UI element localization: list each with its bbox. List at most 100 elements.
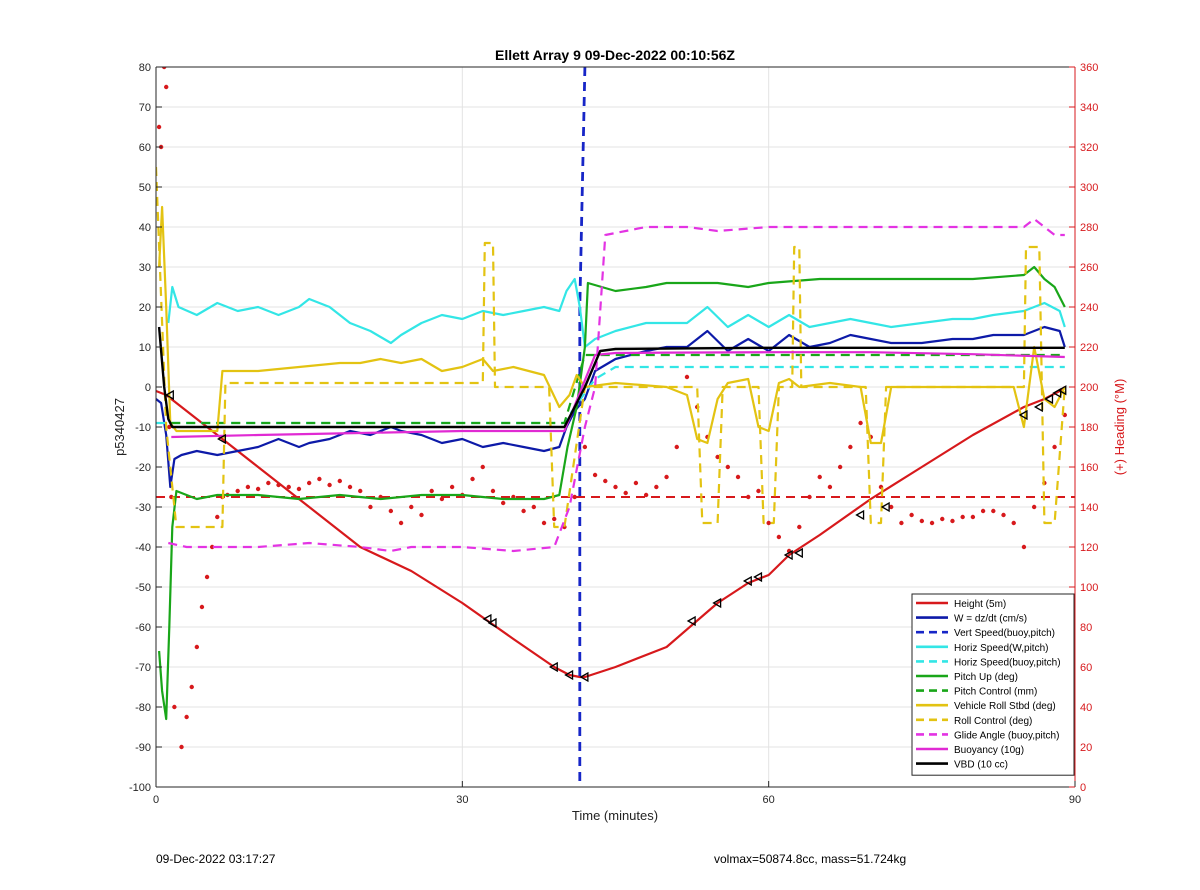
depth-marker bbox=[686, 615, 696, 627]
depth-marker bbox=[579, 671, 589, 683]
heading-point bbox=[592, 472, 598, 478]
axes-layer: 0 30 60 9080706050403020100-10-20-30-40-50-… bbox=[129, 62, 1098, 806]
x-tick-label: 0 bbox=[153, 794, 159, 806]
heading-point bbox=[388, 508, 394, 514]
depth-marker bbox=[164, 389, 174, 401]
heading-point bbox=[409, 504, 414, 510]
heading-point bbox=[654, 484, 659, 490]
y-tick-label-right: 0 bbox=[1080, 782, 1086, 794]
legend-label: Buoyancy (10g) bbox=[954, 745, 1024, 756]
heading-point bbox=[827, 484, 833, 490]
heading-point bbox=[582, 444, 588, 450]
legend-label: W = dz/dt (cm/s) bbox=[954, 614, 1027, 625]
heading-point bbox=[1031, 504, 1037, 510]
legend-label: Vehicle Roll Stbd (deg) bbox=[954, 701, 1056, 712]
depth-marker bbox=[793, 547, 803, 559]
heading-point bbox=[179, 744, 184, 750]
y-tick-label-right: 200 bbox=[1080, 382, 1098, 394]
series-line bbox=[158, 205, 1066, 445]
x-tick-label: 60 bbox=[763, 794, 775, 806]
depth-marker bbox=[1052, 387, 1062, 399]
heading-point bbox=[1011, 520, 1016, 526]
depth-marker bbox=[482, 613, 492, 625]
heading-point bbox=[889, 504, 894, 510]
heading-point bbox=[980, 508, 986, 514]
series-line bbox=[167, 277, 1066, 349]
heading-point bbox=[480, 464, 485, 470]
heading-point bbox=[164, 84, 169, 90]
heading-point bbox=[572, 494, 577, 500]
series-line bbox=[157, 326, 1065, 429]
legend-label: Pitch Up (deg) bbox=[954, 672, 1018, 683]
heading-point bbox=[541, 520, 547, 526]
y-tick-label-right: 320 bbox=[1080, 142, 1098, 154]
legend-label: Horiz Speed(W,pitch) bbox=[954, 643, 1048, 654]
y-tick-label-left: 40 bbox=[139, 222, 151, 234]
legend-label: Horiz Speed(buoy,pitch) bbox=[954, 657, 1061, 668]
x-axis-label: Time (minutes) bbox=[572, 808, 658, 823]
heading-point bbox=[490, 488, 496, 494]
heading-point bbox=[1001, 512, 1006, 518]
heading-point bbox=[358, 488, 363, 494]
y-tick-label-left: 10 bbox=[139, 342, 151, 354]
depth-marker bbox=[753, 571, 763, 583]
depth-marker bbox=[217, 433, 227, 445]
heading-point bbox=[756, 488, 761, 494]
y-tick-label-right: 260 bbox=[1080, 262, 1098, 274]
heading-point bbox=[266, 480, 271, 486]
heading-point bbox=[255, 486, 261, 492]
heading-point bbox=[950, 518, 955, 524]
y-axis-label-right: (+) Heading (°M) bbox=[1112, 379, 1127, 476]
heading-point bbox=[156, 124, 162, 130]
heading-point bbox=[603, 478, 608, 484]
y-tick-label-left: 60 bbox=[139, 142, 151, 154]
y-tick-label-left: -80 bbox=[135, 702, 151, 714]
heading-point bbox=[235, 488, 240, 494]
y-tick-label-right: 220 bbox=[1080, 342, 1098, 354]
heading-point bbox=[1052, 444, 1057, 450]
heading-point bbox=[613, 484, 618, 490]
depth-marker bbox=[1057, 385, 1067, 396]
y-tick-label-right: 100 bbox=[1080, 582, 1098, 594]
y-tick-label-left: -30 bbox=[135, 502, 151, 514]
heading-point bbox=[172, 704, 177, 710]
depth-marker bbox=[742, 575, 752, 587]
heading-point bbox=[245, 484, 251, 490]
heading-point bbox=[317, 476, 322, 482]
heading-point bbox=[899, 520, 904, 526]
heading-point bbox=[940, 516, 945, 522]
y-tick-label-right: 40 bbox=[1080, 702, 1092, 714]
depth-marker bbox=[564, 669, 574, 681]
heading-point bbox=[167, 424, 172, 430]
chart-title: Ellett Array 9 09-Dec-2022 00:10:56Z bbox=[495, 47, 735, 63]
series-line bbox=[158, 265, 1066, 721]
x-tick-label: 90 bbox=[1069, 794, 1081, 806]
heading-point bbox=[837, 464, 843, 470]
heading-point bbox=[204, 574, 210, 580]
y-tick-label-left: 20 bbox=[139, 302, 151, 314]
legend-label: Height (5m) bbox=[954, 599, 1006, 610]
y-tick-label-left: 0 bbox=[145, 382, 151, 394]
y-tick-label-right: 280 bbox=[1080, 222, 1098, 234]
y-tick-label-right: 160 bbox=[1080, 462, 1098, 474]
y-tick-label-left: 30 bbox=[139, 262, 151, 274]
heading-point bbox=[215, 514, 220, 520]
heading-point bbox=[715, 454, 720, 460]
y-tick-label-left: -50 bbox=[135, 582, 151, 594]
heading-point bbox=[643, 492, 649, 498]
depth-marker bbox=[1033, 401, 1043, 413]
series-line bbox=[171, 351, 1065, 439]
heading-point bbox=[531, 504, 537, 510]
heading-point bbox=[817, 474, 822, 480]
heading-point bbox=[500, 500, 506, 506]
heading-point bbox=[919, 518, 925, 524]
heading-point bbox=[184, 714, 189, 720]
heading-point bbox=[398, 520, 404, 526]
heading-point bbox=[725, 464, 731, 470]
footer-vehicle-info: volmax=50874.8cc, mass=51.724kg bbox=[714, 852, 907, 866]
depth-marker bbox=[548, 661, 558, 673]
series-line bbox=[156, 365, 1065, 425]
heading-point bbox=[858, 420, 863, 426]
depth-marker bbox=[783, 549, 793, 561]
